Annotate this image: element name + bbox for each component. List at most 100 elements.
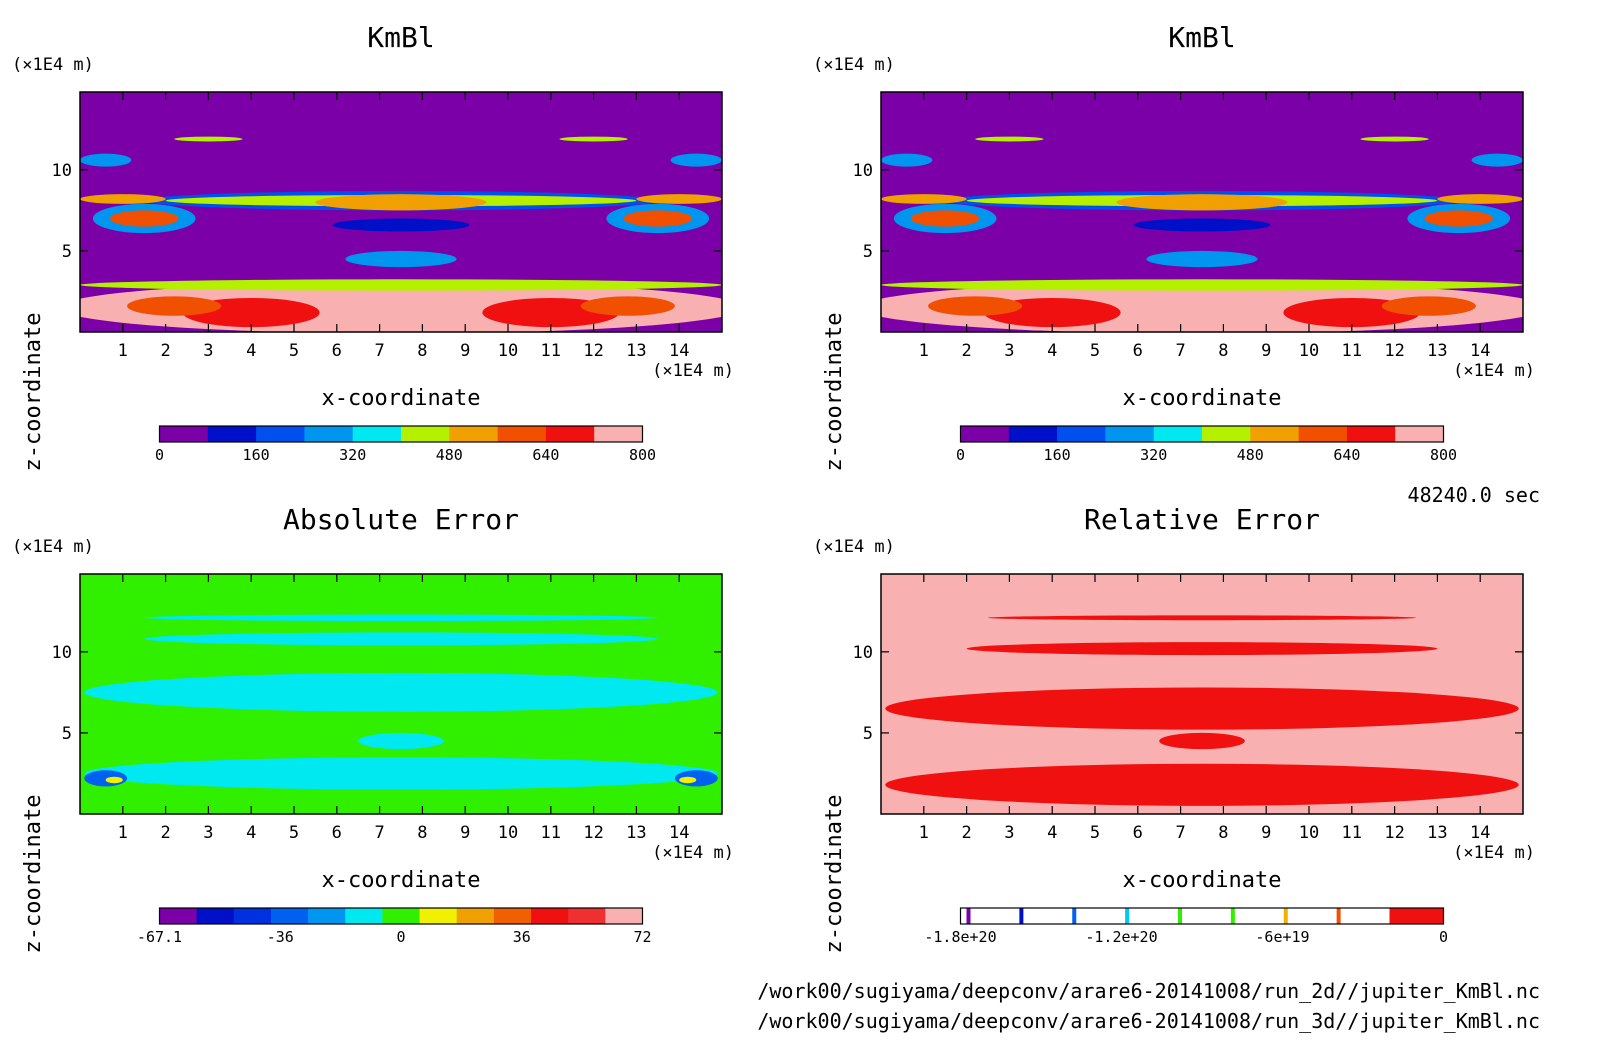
x-tick-label: 3	[1004, 823, 1014, 843]
colorbar-swatch	[1395, 426, 1444, 442]
x-tick-label: 5	[289, 823, 299, 843]
contour-region	[1360, 136, 1429, 142]
contour-region	[109, 210, 179, 227]
x-tick-label: 13	[626, 823, 646, 843]
x-axis-label: x-coordinate	[1123, 386, 1282, 411]
contour-region	[1471, 153, 1523, 167]
colorbar-swatch	[304, 426, 354, 442]
colorbar-frame	[158, 425, 644, 443]
x-tick-label: 2	[160, 341, 170, 361]
x-unit-label: (×1E4 m)	[652, 843, 734, 863]
y-unit-label: (×1E4 m)	[12, 55, 94, 75]
colorbar-tick-label: 160	[243, 446, 270, 464]
colorbar-swatch	[1105, 426, 1155, 442]
y-tick-label: 10	[853, 161, 873, 181]
x-tick-label: 5	[1090, 341, 1100, 361]
x-tick-label: 11	[1342, 341, 1362, 361]
colorbar-tick-label: 0	[396, 928, 405, 946]
colorbar-swatch	[605, 908, 643, 924]
colorbar-swatch	[401, 426, 450, 442]
x-tick-label: 11	[1342, 823, 1362, 843]
colorbar-line	[1230, 908, 1235, 924]
x-tick-label: 14	[1470, 823, 1490, 843]
x-axis-label: x-coordinate	[322, 386, 481, 411]
contour-region	[144, 632, 658, 646]
x-tick-label: 1	[118, 823, 128, 843]
x-tick-label: 14	[1470, 341, 1490, 361]
contour-region	[105, 776, 123, 784]
colorbar-swatch	[159, 908, 198, 924]
chart-panel-4: Relative Error(×1E4 m)1 2 3 4 5 6 7 8 9 10 11 12 13 1…	[813, 503, 1535, 953]
contour-region	[127, 296, 222, 316]
colorbar-line	[1283, 908, 1288, 924]
contour-region	[1381, 296, 1476, 316]
y-tick-label: 10	[853, 643, 873, 663]
colorbar-tick-label: 0	[155, 446, 164, 464]
x-tick-label: 6	[1133, 823, 1143, 843]
colorbar-swatch	[308, 908, 346, 924]
footer-file-2: /work00/sugiyama/deepconv/arare6-2014100…	[757, 1009, 1540, 1033]
y-unit-label: (×1E4 m)	[813, 55, 895, 75]
x-tick-label: 7	[1175, 341, 1185, 361]
chart-title: Relative Error	[1084, 503, 1320, 536]
colorbar-swatch	[1250, 426, 1300, 442]
x-unit-label: (×1E4 m)	[1453, 843, 1535, 863]
colorbar-frame	[158, 907, 644, 925]
y-axis-label: z-coordinate	[822, 795, 847, 954]
colorbar-swatch	[233, 908, 272, 924]
plot-frame	[880, 91, 1524, 333]
contour-region	[910, 210, 980, 227]
x-tick-label: 9	[460, 341, 470, 361]
colorbar-swatch	[256, 426, 305, 442]
colorbar-swatch	[352, 426, 402, 442]
colorbar-swatch	[1202, 426, 1251, 442]
colorbar: -67.1 -36 0 36 72	[137, 907, 652, 946]
x-tick-label: 13	[626, 341, 646, 361]
contour-region	[1159, 732, 1245, 750]
chart-panel-3: Absolute Error(×1E4 m)1 2 3 4 5 6 7 8 9 10 11 12 13 1…	[12, 503, 734, 953]
x-tick-label: 2	[961, 341, 971, 361]
x-tick-label: 10	[1299, 341, 1319, 361]
y-tick-label: 5	[863, 242, 873, 262]
contour-region	[1424, 210, 1494, 227]
x-tick-label: 1	[919, 823, 929, 843]
x-tick-label: 8	[1218, 823, 1228, 843]
x-tick-label: 12	[583, 341, 603, 361]
contour-region	[881, 194, 967, 204]
colorbar-line	[1336, 908, 1341, 924]
colorbar-line	[1178, 908, 1182, 924]
x-tick-label: 7	[1175, 823, 1185, 843]
x-tick-label: 13	[1427, 341, 1447, 361]
x-tick-label: 1	[118, 341, 128, 361]
contour-region	[84, 672, 718, 712]
y-tick-label: 5	[863, 724, 873, 744]
contour-region	[885, 687, 1519, 730]
x-unit-label: (×1E4 m)	[652, 361, 734, 381]
plot-frame	[79, 91, 723, 333]
x-tick-label: 4	[246, 341, 256, 361]
colorbar-swatch	[1298, 426, 1348, 442]
colorbar: -1.8e+20 -1.2e+20 -6e+19 0	[924, 907, 1448, 946]
x-tick-label: 3	[203, 341, 213, 361]
colorbar-swatch	[545, 426, 595, 442]
field-contours	[881, 136, 1523, 332]
field-contours	[80, 136, 722, 332]
contour-region	[84, 757, 718, 790]
chart-panel-1: KmBl(×1E4 m)1 2 3 4 5 6 7 8 9 10 11 12 13 14510(×1E4 …	[12, 21, 734, 471]
colorbar: 0 160 320 480 640 800	[155, 425, 656, 464]
colorbar-tick-label: 480	[436, 446, 463, 464]
x-tick-label: 11	[541, 341, 561, 361]
plot-frame	[79, 573, 723, 815]
x-tick-label: 10	[498, 341, 518, 361]
x-tick-label: 9	[1261, 341, 1271, 361]
colorbar-swatch	[456, 908, 495, 924]
contour-region	[636, 194, 722, 204]
field-contours	[84, 614, 718, 790]
colorbar-tick-label: 320	[339, 446, 366, 464]
x-tick-label: 9	[1261, 823, 1271, 843]
x-tick-label: 14	[669, 823, 689, 843]
plot-frame	[880, 573, 1524, 815]
x-tick-label: 3	[203, 823, 213, 843]
contour-region	[80, 279, 722, 291]
chart-panel-2: KmBl(×1E4 m)1 2 3 4 5 6 7 8 9 10 11 12 13 14510(×1E4 …	[813, 21, 1535, 471]
